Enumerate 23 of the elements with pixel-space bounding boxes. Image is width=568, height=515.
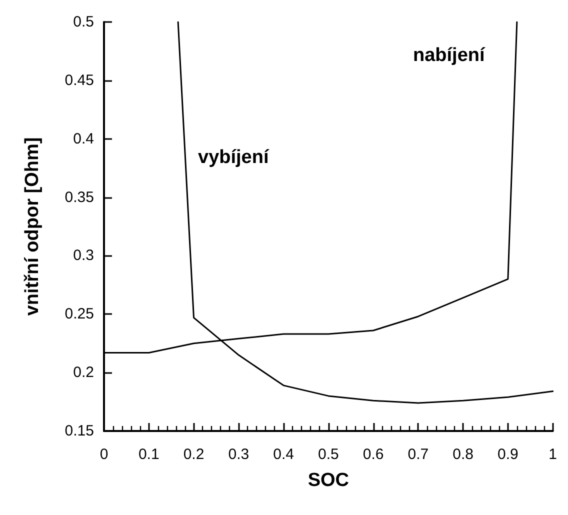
x-tick-label: 0.2 — [183, 446, 204, 463]
y-tick-label: 0.2 — [73, 364, 94, 382]
y-tick-label: 0.3 — [73, 247, 94, 264]
x-tick-label: 0.8 — [452, 446, 474, 463]
x-tick-label: 1 — [548, 446, 557, 463]
annotation: nabíjení — [413, 45, 486, 66]
x-axis-title: SOC — [308, 470, 350, 491]
y-tick-label: 0.15 — [64, 422, 94, 440]
x-tick-label: 0 — [100, 446, 108, 463]
x-tick-label: 0.6 — [362, 446, 384, 463]
annotation: vybíjení — [198, 147, 270, 168]
x-tick-label: 0.1 — [138, 446, 160, 463]
y-tick-label: 0.25 — [64, 306, 94, 323]
y-axis-title: vnitřní odpor [Ohm] — [22, 137, 43, 316]
x-tick-label: 0.3 — [228, 446, 250, 463]
y-tick-label: 0.5 — [73, 14, 94, 30]
y-tick-label: 0.45 — [64, 72, 94, 89]
y-tick-label: 0.35 — [64, 188, 94, 206]
x-tick-label: 0.4 — [273, 446, 294, 463]
x-tick-label: 0.9 — [498, 446, 518, 463]
x-tick-label: 0.7 — [408, 446, 429, 463]
y-tick-label: 0.4 — [73, 130, 94, 148]
x-tick-label: 0.5 — [318, 446, 339, 463]
